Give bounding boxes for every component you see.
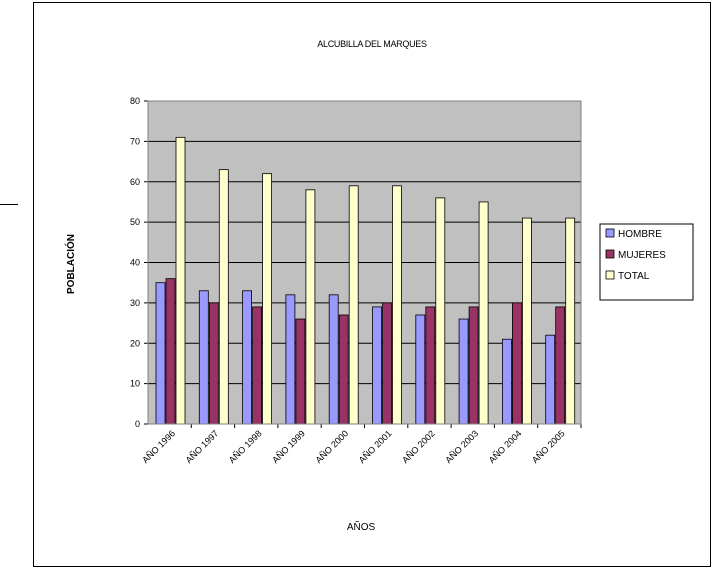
bar-hombre (198, 290, 209, 425)
y-tick-label: 80 (130, 96, 140, 106)
bar-total (175, 136, 186, 425)
bar-hombre (458, 318, 469, 425)
bar-mujeres (208, 302, 219, 425)
legend-swatch-hombre (605, 228, 615, 238)
bar-total (348, 185, 359, 425)
bar-mujeres (165, 278, 176, 425)
y-tick-label: 0 (135, 419, 140, 429)
x-tick-label: AÑO 2002 (400, 428, 437, 465)
y-tick-label: 40 (130, 258, 140, 268)
plot-border (147, 100, 582, 425)
bar-total (478, 201, 489, 425)
bar-mujeres (295, 318, 306, 425)
bar-mujeres (252, 306, 263, 425)
left-edge-dash (0, 204, 18, 205)
bar-total (305, 189, 316, 425)
bar-mujeres (425, 306, 436, 425)
bar-hombre (242, 290, 253, 425)
x-tick-label: AÑO 2000 (313, 428, 350, 465)
bar-mujeres (338, 314, 349, 425)
bar-chart: ALCUBILLA DEL MARQUES 0 10 20 30 40 50 60 70 80 A… (64, 39, 694, 533)
bar-mujeres (511, 302, 522, 425)
chart-title: ALCUBILLA DEL MARQUES (317, 39, 427, 49)
bar-hombre (501, 338, 512, 425)
bar-hombre (372, 306, 382, 425)
bar-total (392, 185, 402, 425)
legend-box (599, 223, 694, 301)
bar-hombre (415, 314, 426, 425)
legend-label-hombre: HOMBRE (618, 229, 662, 240)
legend: HOMBRE MUJERES TOTAL (599, 223, 694, 301)
x-tick-label: AÑO 1998 (227, 428, 264, 465)
bar-total (521, 217, 532, 425)
bar-mujeres (555, 306, 566, 425)
y-axis-label: POBLACIÓN (64, 234, 77, 294)
x-tick-label: AÑO 2003 (443, 428, 480, 465)
bar-total (435, 197, 446, 425)
y-tick-label: 30 (130, 298, 140, 308)
y-tick-label: 60 (130, 177, 140, 187)
chart-container: ALCUBILLA DEL MARQUES 0 10 20 30 40 50 60 70 80 A… (33, 2, 711, 567)
legend-swatch-total (605, 270, 615, 280)
bar-hombre (328, 294, 339, 425)
bar-total (218, 169, 229, 425)
y-tick-label: 70 (130, 136, 140, 146)
bar-mujeres (382, 302, 392, 425)
bar-total (262, 173, 273, 425)
legend-label-total: TOTAL (618, 271, 650, 282)
y-tick-label: 50 (130, 217, 140, 227)
x-tick-label: AÑO 2005 (530, 428, 567, 465)
bar-total (565, 217, 576, 425)
y-tick-label: 10 (130, 379, 140, 389)
bar-hombre (545, 334, 556, 425)
bar-hombre (155, 282, 166, 425)
y-tick-label: 20 (130, 338, 140, 348)
x-tick-label: AÑO 1996 (140, 428, 177, 465)
x-tick-label: AÑO 1999 (270, 428, 307, 465)
x-tick-label: AÑO 2001 (357, 428, 394, 465)
bar-hombre (285, 294, 296, 425)
x-tick-label: AÑO 2004 (487, 428, 524, 465)
bar-mujeres (468, 306, 479, 425)
x-tick-label: AÑO 1997 (184, 428, 221, 465)
x-axis-label: AÑOS (347, 520, 376, 533)
legend-label-mujeres: MUJERES (618, 250, 666, 261)
legend-swatch-mujeres (605, 249, 615, 259)
